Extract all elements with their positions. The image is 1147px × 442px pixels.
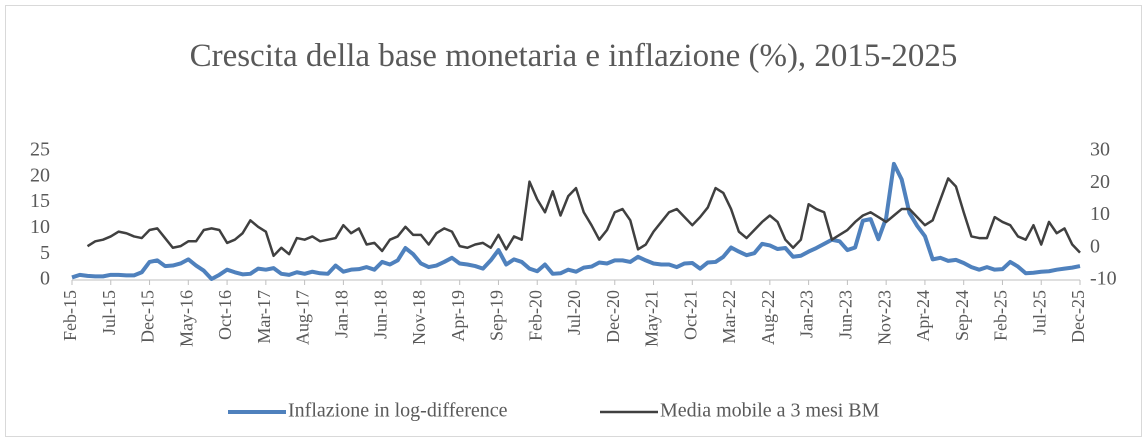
x-tick-label: May-16 (176, 290, 196, 347)
x-tick-label: Jun-18 (370, 290, 390, 339)
x-tick-label: May-21 (642, 290, 662, 347)
x-tick-label: Mar-17 (254, 290, 274, 344)
x-tick-label: Oct-16 (215, 290, 235, 340)
y2-tick-label: -10 (1090, 268, 1117, 290)
chart-title: Crescita della base monetaria e inflazio… (189, 38, 958, 74)
x-tick-label: Jan-18 (332, 290, 352, 338)
x-tick-label: Dec-15 (138, 290, 158, 343)
x-tick-label: Oct-21 (680, 290, 700, 340)
x-tick-label: Nov-23 (874, 290, 894, 345)
x-tick-label: Jul-20 (564, 290, 584, 335)
x-tick-label: Feb-20 (525, 290, 545, 341)
y-tick-label: 0 (40, 268, 50, 290)
x-tick-label: Aug-22 (758, 290, 778, 345)
x-tick-label: Feb-15 (60, 290, 80, 341)
y-tick-label: 5 (40, 242, 50, 264)
y-tick-label: 25 (30, 139, 50, 161)
x-tick-label: Jan-23 (797, 290, 817, 338)
series-line (86, 177, 1081, 258)
y2-tick-label: 10 (1090, 203, 1110, 225)
legend-label: Media mobile a 3 mesi BM (660, 400, 880, 422)
x-tick-label: Apr-19 (448, 290, 468, 342)
x-tick-label: Sep-24 (952, 290, 972, 341)
y-tick-label: 10 (30, 216, 50, 238)
legend-label: Inflazione in log-difference (288, 400, 508, 422)
x-tick-label: Jul-15 (99, 290, 119, 335)
y2-tick-label: 20 (1090, 171, 1110, 193)
x-tick-label: Feb-25 (991, 290, 1011, 341)
series-line (71, 161, 1081, 281)
y-tick-label: 15 (30, 190, 50, 212)
x-tick-label: Apr-24 (913, 290, 933, 342)
y-tick-label: 20 (30, 164, 50, 186)
x-tick-label: Jul-25 (1029, 290, 1049, 335)
x-tick-label: Nov-18 (409, 290, 429, 345)
x-tick-label: Dec-20 (603, 290, 623, 343)
x-tick-label: Sep-19 (487, 290, 507, 341)
x-tick-label: Jun-23 (836, 290, 856, 339)
x-tick-label: Dec-25 (1068, 290, 1088, 343)
y2-tick-label: 0 (1090, 235, 1100, 257)
x-tick-label: Aug-17 (293, 290, 313, 345)
y2-tick-label: 30 (1090, 139, 1110, 161)
chart-border (5, 5, 1142, 437)
x-tick-label: Mar-22 (719, 290, 739, 344)
